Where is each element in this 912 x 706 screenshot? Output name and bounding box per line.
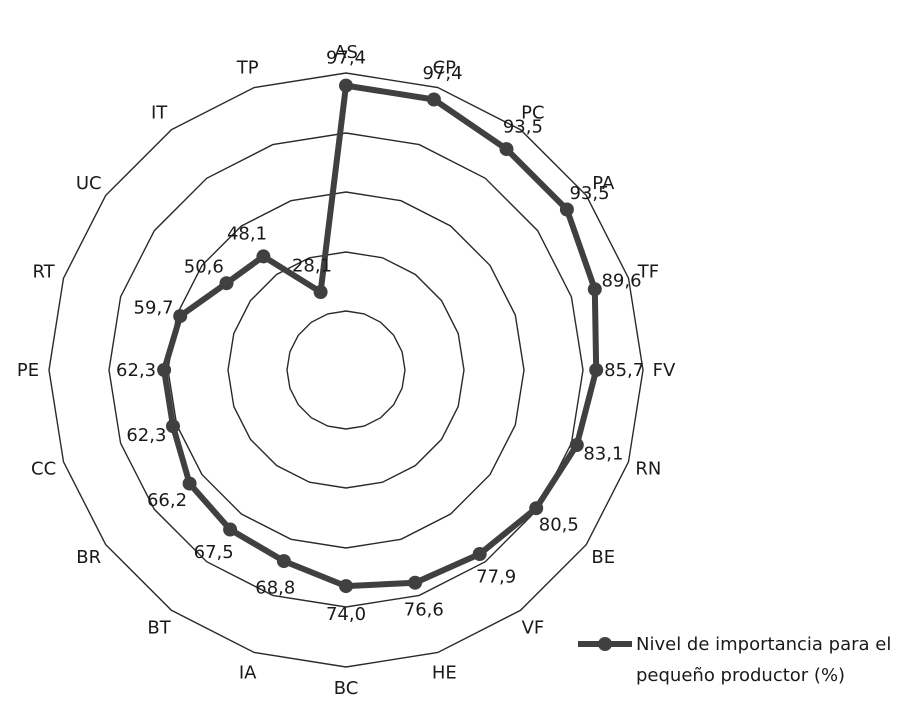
data-point-br <box>182 476 197 491</box>
data-point-bc <box>339 579 353 594</box>
axis-label-rn: RN <box>635 458 661 479</box>
value-label-rt: 59,7 <box>134 298 174 319</box>
axis-label-bt: BT <box>147 617 171 638</box>
value-label-vf: 77,9 <box>476 567 516 588</box>
grid-ring-1 <box>286 310 406 430</box>
data-point-rn <box>569 438 584 452</box>
value-label-he: 76,6 <box>404 599 444 620</box>
value-labels: 97,4 97,4 93,5 93,5 89,6 85,7 83,1 80,5 77,9 76,6… <box>116 48 644 625</box>
axis-label-cc: CC <box>31 458 56 479</box>
value-label-pc: 93,5 <box>503 117 543 138</box>
axis-label-be: BE <box>591 547 615 568</box>
data-point-pe <box>157 363 172 377</box>
data-point-be <box>529 501 544 516</box>
value-label-rn: 83,1 <box>583 444 623 465</box>
value-label-be: 80,5 <box>539 515 579 536</box>
axis-label-uc: UC <box>76 173 102 194</box>
data-point-vf <box>472 547 487 561</box>
data-point-bt <box>223 522 238 537</box>
value-label-bc: 74,0 <box>326 604 366 625</box>
value-label-pa: 93,5 <box>569 183 609 204</box>
data-point-ia <box>276 554 291 569</box>
axis-label-vf: VF <box>522 617 545 638</box>
data-point-pa <box>559 202 574 217</box>
value-label-ia: 68,8 <box>255 578 295 599</box>
axis-label-pc: PC <box>521 103 544 124</box>
axis-label-rt: RT <box>32 262 55 283</box>
data-point-as <box>339 78 353 93</box>
value-label-br: 66,2 <box>147 490 187 511</box>
data-point-uc <box>219 276 234 291</box>
axis-label-as: AS <box>334 42 358 63</box>
value-label-tf: 89,6 <box>601 271 641 292</box>
value-label-as: 97,4 <box>326 48 366 69</box>
axis-label-he: HE <box>432 662 457 683</box>
legend-marker <box>598 637 612 651</box>
grid-ring-3 <box>167 191 525 549</box>
value-label-it: 48,1 <box>227 224 267 245</box>
value-label-fv: 85,7 <box>604 360 644 381</box>
radar-grid <box>48 72 644 668</box>
value-label-cp: 97,4 <box>422 63 462 84</box>
data-point-it <box>256 249 271 264</box>
axis-label-cp: CP <box>433 58 457 79</box>
data-point-fv <box>589 363 604 377</box>
grid-ring-2 <box>227 251 465 489</box>
value-label-bt: 67,5 <box>194 542 234 563</box>
axis-label-bc: BC <box>334 678 359 699</box>
axis-label-ia: IA <box>239 662 257 683</box>
data-point-tp <box>313 285 328 299</box>
legend: Nivel de importancia para el pequeño pro… <box>578 634 891 686</box>
data-point-rt <box>173 309 188 324</box>
radar-series <box>157 78 604 594</box>
grid-ring-5 <box>48 72 644 668</box>
value-label-cc: 62,3 <box>126 425 166 446</box>
axis-label-pe: PE <box>17 360 39 381</box>
axis-label-pa: PA <box>592 173 615 194</box>
axis-label-tf: TF <box>637 262 659 283</box>
grid-ring-4 <box>108 132 584 608</box>
axis-label-it: IT <box>151 103 168 124</box>
axis-labels: AS CP PC PA TF FV RN BE VF HE BC IA BT BR CC PE RT UC IT TP <box>17 42 676 699</box>
data-point-tf <box>587 282 602 297</box>
data-point-cc <box>166 419 180 434</box>
data-point-he <box>408 575 423 590</box>
value-label-tp: 28,1 <box>292 255 332 276</box>
data-point-cp <box>426 92 441 107</box>
legend-text-line1: Nivel de importancia para el <box>636 634 891 655</box>
value-label-uc: 50,6 <box>184 257 224 278</box>
axis-label-tp: TP <box>236 58 259 79</box>
legend-text-line2: pequeño productor (%) <box>636 665 845 686</box>
data-point-pc <box>499 142 514 157</box>
axis-label-fv: FV <box>653 360 676 381</box>
axis-label-br: BR <box>76 547 101 568</box>
value-label-pe: 62,3 <box>116 360 156 381</box>
